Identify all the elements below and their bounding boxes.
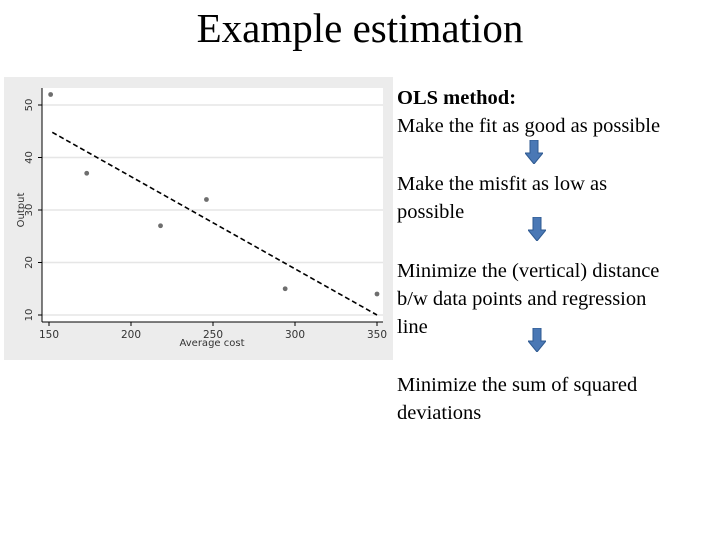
data-point [374, 291, 380, 297]
y-tick-label: 40 [24, 151, 35, 164]
x-tick-label: 300 [285, 329, 305, 341]
down-arrow-icon [526, 216, 548, 242]
step-4-text-line2: deviations [397, 402, 482, 424]
down-arrow-icon [526, 327, 548, 353]
step-2-text-line1: Make the misfit as low as [397, 173, 608, 195]
x-tick-label: 350 [367, 329, 387, 341]
data-point [158, 223, 163, 229]
data-point [48, 92, 54, 97]
plot-area [42, 88, 383, 322]
y-tick-label: 50 [24, 99, 35, 112]
down-arrow-icon [523, 139, 545, 165]
y-tick-label: 30 [24, 204, 35, 217]
y-tick-label: 10 [24, 309, 35, 322]
x-tick-label: 150 [39, 329, 59, 341]
regression-line [51, 131, 378, 316]
step-4-text-line1: Minimize the sum of squared [397, 374, 638, 396]
chart-canvas: 10 20 30 40 50 150 200 250 300 350 Average cost Out… [16, 88, 387, 349]
x-axis-label: Average cost [180, 338, 245, 349]
x-tick-label: 200 [121, 329, 141, 341]
slide-title: Example estimation [196, 5, 524, 51]
step-3-text-line1: Minimize the (vertical) distance [397, 260, 660, 282]
data-point [204, 197, 209, 202]
y-tick-label: 20 [24, 256, 35, 269]
y-axis-label: Output [16, 193, 27, 228]
step-1-text: Make the fit as good as possible [397, 115, 661, 137]
data-point [84, 170, 90, 176]
step-2-text-line2: possible [397, 201, 465, 223]
step-3-text-line2: b/w data points and regression [397, 288, 647, 310]
ols-heading: OLS method: [397, 87, 517, 109]
scatter-chart: 10 20 30 40 50 150 200 250 300 350 Average cost Out… [4, 77, 393, 360]
x-tick-label: 250 [203, 329, 223, 341]
step-3-text-line3: line [397, 316, 428, 338]
data-point [282, 286, 288, 292]
